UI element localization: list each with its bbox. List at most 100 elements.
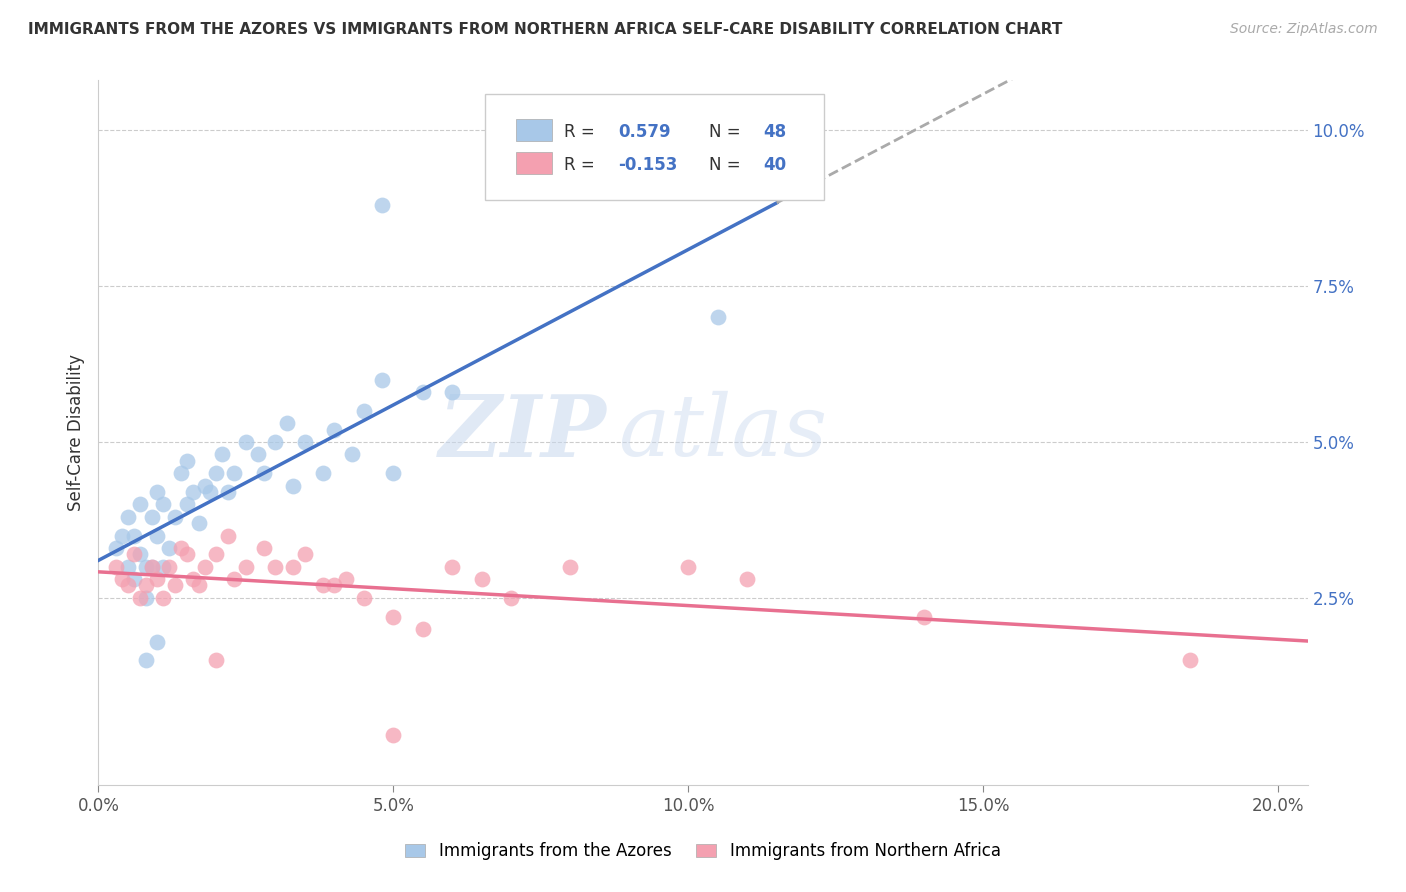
Point xyxy=(382,609,405,624)
Point xyxy=(222,572,245,586)
Point xyxy=(117,509,139,524)
Point xyxy=(135,578,157,592)
Point xyxy=(176,453,198,467)
Point xyxy=(382,466,405,480)
Point xyxy=(128,591,150,605)
Point xyxy=(323,578,346,592)
Text: 0.579: 0.579 xyxy=(619,122,671,141)
Text: -0.153: -0.153 xyxy=(619,156,678,174)
Point xyxy=(135,591,157,605)
Point xyxy=(170,466,193,480)
Point xyxy=(370,373,392,387)
Point xyxy=(187,578,209,592)
Point xyxy=(146,484,169,499)
Point xyxy=(370,198,392,212)
Point xyxy=(146,528,169,542)
Point xyxy=(194,559,217,574)
Point xyxy=(294,547,316,561)
Point xyxy=(912,609,935,624)
Point xyxy=(264,434,287,449)
FancyBboxPatch shape xyxy=(485,95,824,200)
Point xyxy=(205,653,228,667)
Point xyxy=(412,622,434,636)
Point xyxy=(157,541,180,555)
Point xyxy=(152,559,174,574)
Point xyxy=(217,484,239,499)
Point xyxy=(205,547,228,561)
Point xyxy=(146,634,169,648)
Point xyxy=(157,559,180,574)
Point xyxy=(122,547,145,561)
Bar xyxy=(516,153,551,174)
Point xyxy=(135,559,157,574)
Point xyxy=(335,572,357,586)
Text: ZIP: ZIP xyxy=(439,391,606,475)
Point xyxy=(281,478,304,492)
Text: 40: 40 xyxy=(763,156,786,174)
Point xyxy=(146,572,169,586)
Point xyxy=(235,559,257,574)
Point xyxy=(353,591,375,605)
Point xyxy=(441,385,464,400)
Point xyxy=(176,547,198,561)
Point xyxy=(128,547,150,561)
Point xyxy=(501,591,523,605)
Point xyxy=(252,466,274,480)
Point xyxy=(111,528,134,542)
Point xyxy=(105,541,128,555)
Point xyxy=(222,466,245,480)
Point xyxy=(678,559,700,574)
Text: N =: N = xyxy=(709,156,747,174)
Point xyxy=(141,559,163,574)
Legend: Immigrants from the Azores, Immigrants from Northern Africa: Immigrants from the Azores, Immigrants f… xyxy=(399,836,1007,867)
Point xyxy=(122,572,145,586)
Point xyxy=(441,559,464,574)
Point xyxy=(165,578,187,592)
Text: atlas: atlas xyxy=(619,392,828,474)
Point xyxy=(141,559,163,574)
Point xyxy=(706,310,728,325)
Text: N =: N = xyxy=(709,122,747,141)
Text: R =: R = xyxy=(564,122,600,141)
Point xyxy=(294,434,316,449)
Point xyxy=(217,528,239,542)
Point xyxy=(735,572,758,586)
Text: Source: ZipAtlas.com: Source: ZipAtlas.com xyxy=(1230,22,1378,37)
Point xyxy=(117,578,139,592)
Point xyxy=(176,497,198,511)
Point xyxy=(246,447,269,461)
Point xyxy=(252,541,274,555)
Point xyxy=(211,447,233,461)
Point xyxy=(205,466,228,480)
Text: 48: 48 xyxy=(763,122,786,141)
Point xyxy=(560,559,582,574)
Point xyxy=(165,509,187,524)
Point xyxy=(340,447,363,461)
Point xyxy=(200,484,222,499)
Point xyxy=(382,728,405,742)
Point xyxy=(323,423,346,437)
Point xyxy=(122,528,145,542)
Point xyxy=(135,653,157,667)
Point xyxy=(152,591,174,605)
Point xyxy=(117,559,139,574)
Point xyxy=(181,572,204,586)
Point xyxy=(1178,653,1201,667)
Bar xyxy=(516,119,551,141)
Point xyxy=(264,559,287,574)
Y-axis label: Self-Care Disability: Self-Care Disability xyxy=(66,354,84,511)
Point xyxy=(353,404,375,418)
Point xyxy=(311,578,333,592)
Point xyxy=(412,385,434,400)
Text: IMMIGRANTS FROM THE AZORES VS IMMIGRANTS FROM NORTHERN AFRICA SELF-CARE DISABILI: IMMIGRANTS FROM THE AZORES VS IMMIGRANTS… xyxy=(28,22,1063,37)
Point xyxy=(152,497,174,511)
Point xyxy=(181,484,204,499)
Point xyxy=(311,466,333,480)
Point xyxy=(276,417,298,431)
Point xyxy=(141,509,163,524)
Point xyxy=(111,572,134,586)
Point xyxy=(471,572,494,586)
Point xyxy=(128,497,150,511)
Text: R =: R = xyxy=(564,156,600,174)
Point xyxy=(194,478,217,492)
